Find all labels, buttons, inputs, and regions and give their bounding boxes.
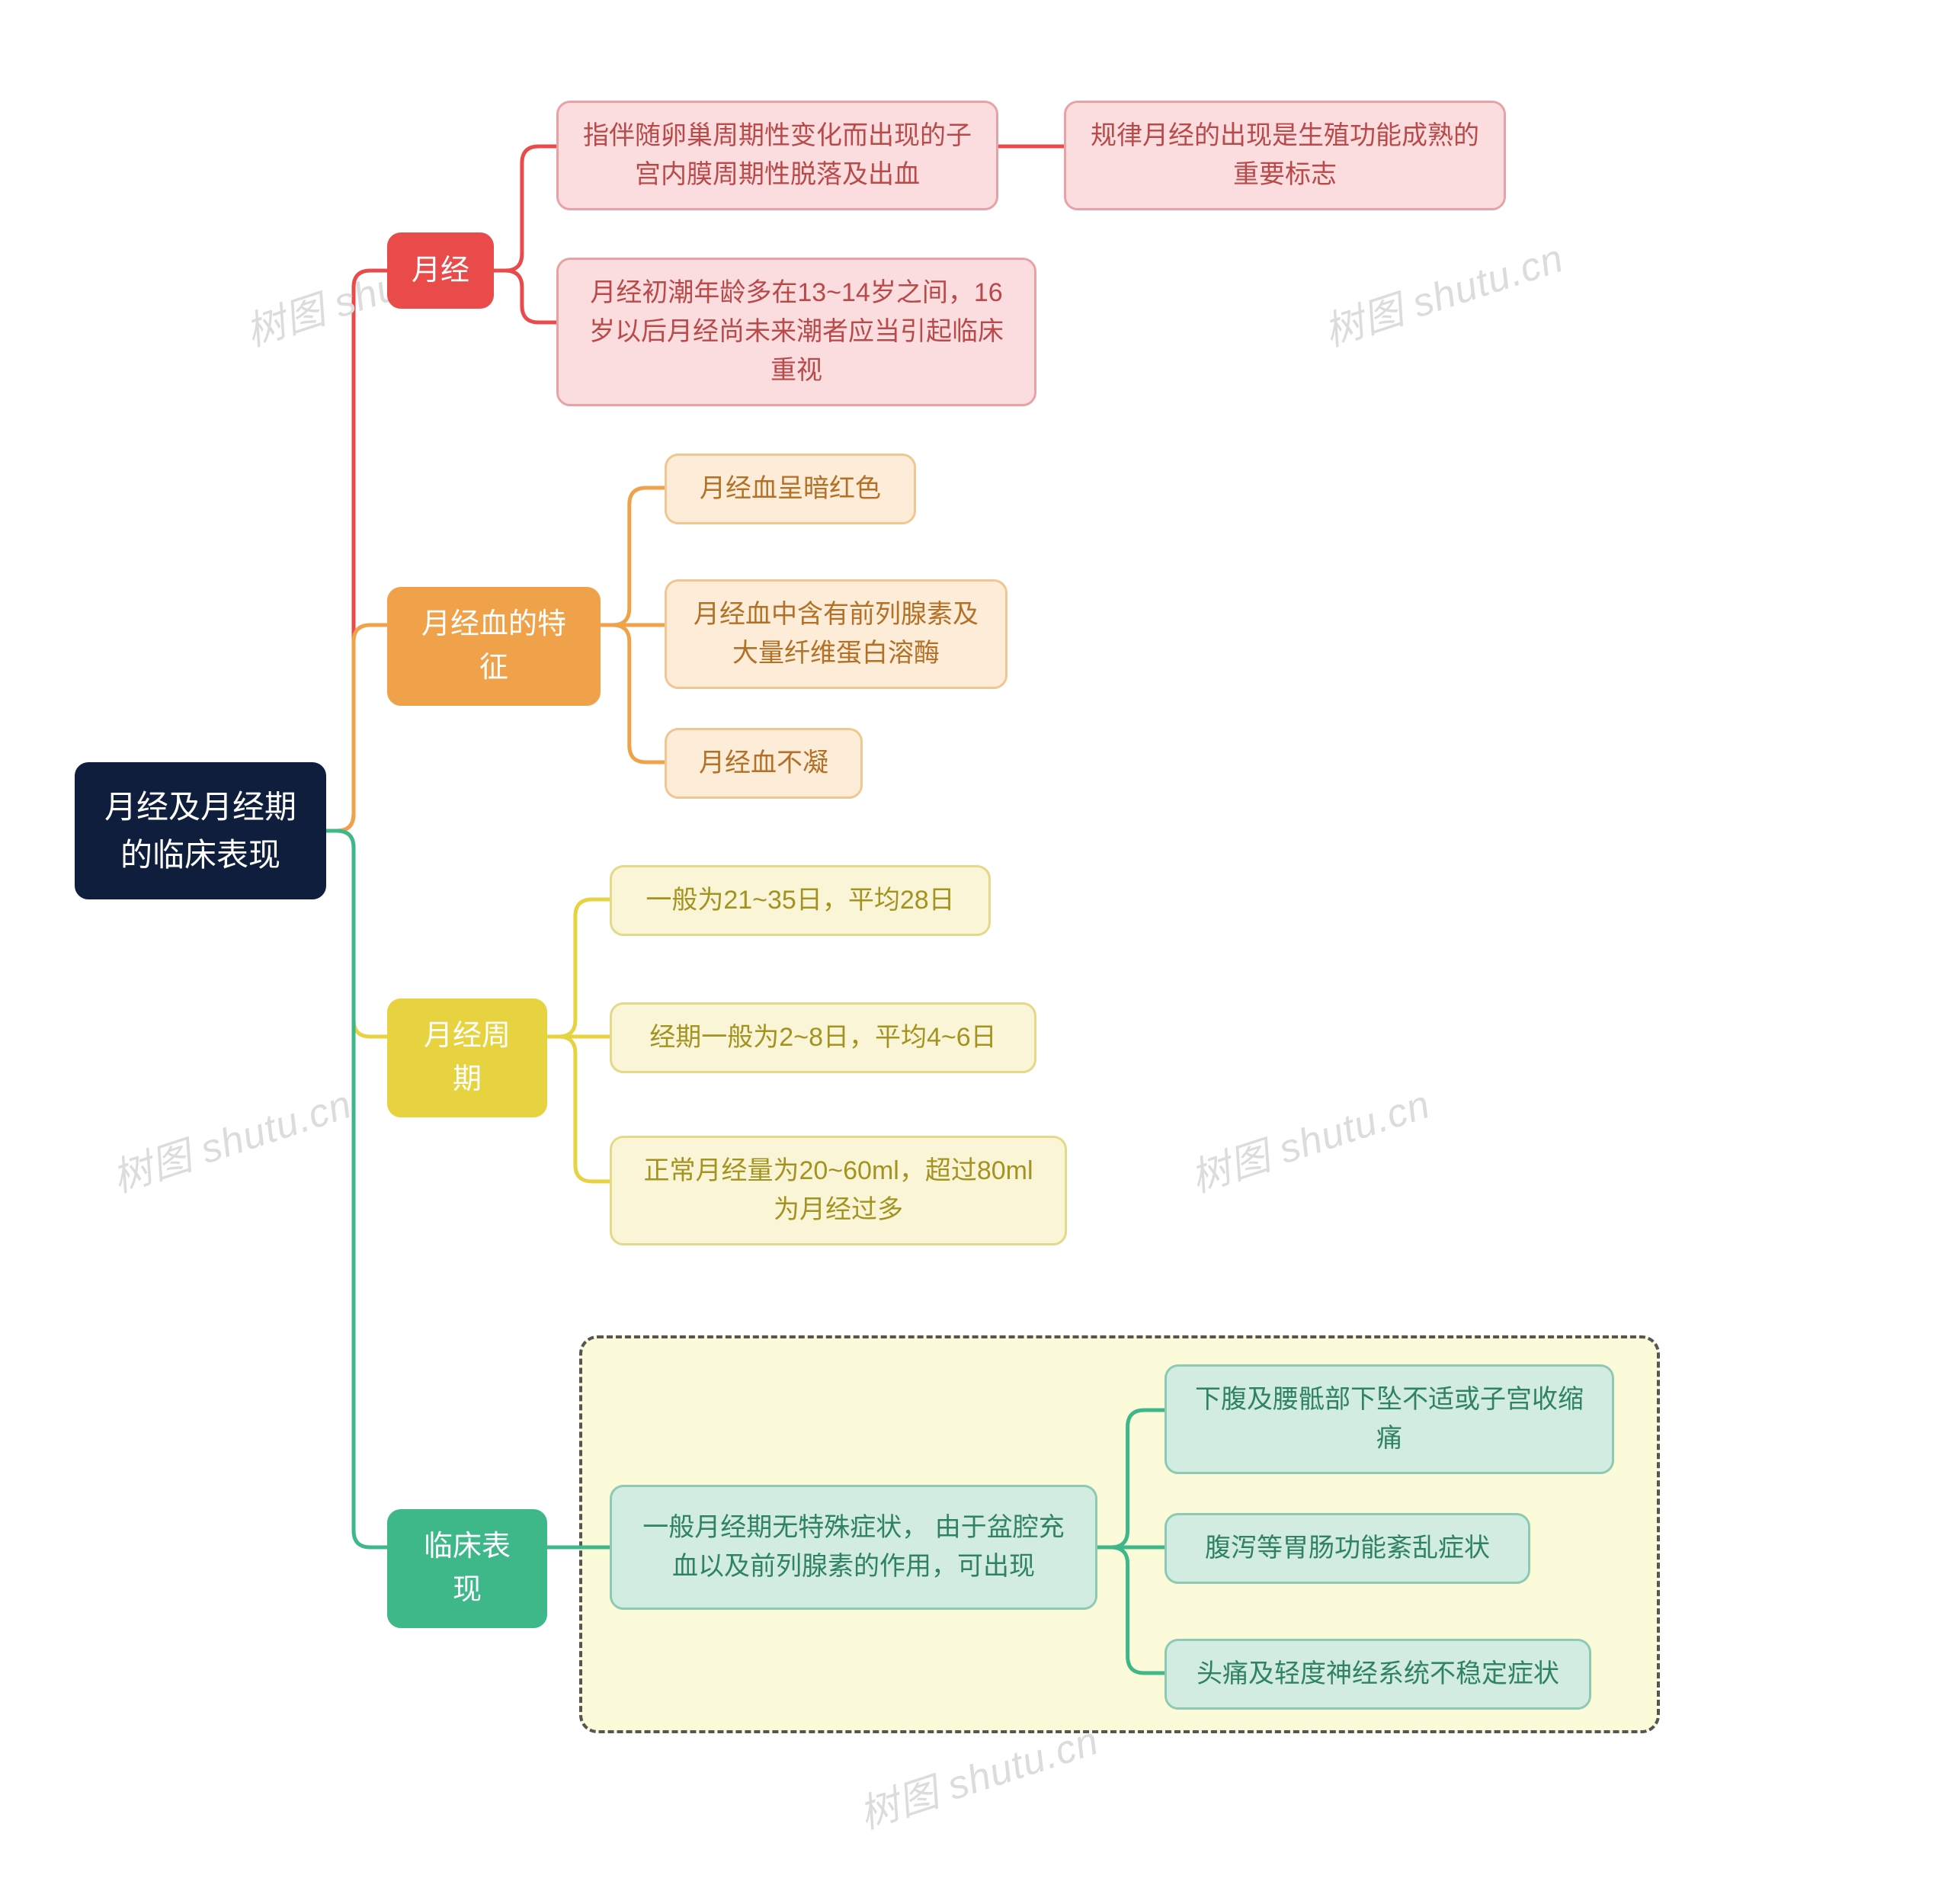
leaf-node: 月经血不凝 xyxy=(665,728,863,799)
leaf-node: 腹泻等胃肠功能紊乱症状 xyxy=(1165,1513,1530,1584)
leaf-node: 月经血呈暗红色 xyxy=(665,454,916,524)
leaf-node: 月经初潮年龄多在13~14岁之间，16岁以后月经尚未来潮者应当引起临床重视 xyxy=(556,258,1036,406)
branch-node: 月经血的特征 xyxy=(387,587,601,706)
branch-node: 月经 xyxy=(387,232,494,309)
branch-node: 临床表现 xyxy=(387,1509,547,1628)
leaf-node: 下腹及腰骶部下坠不适或子宫收缩痛 xyxy=(1165,1364,1614,1474)
leaf-node: 一般月经期无特殊症状， 由于盆腔充血以及前列腺素的作用，可出现 xyxy=(610,1485,1097,1610)
root-node: 月经及月经期的临床表现 xyxy=(75,762,326,899)
leaf-node: 规律月经的出现是生殖功能成熟的重要标志 xyxy=(1064,101,1506,210)
watermark: 树图 shutu.cn xyxy=(1182,1072,1436,1203)
leaf-node: 月经血中含有前列腺素及大量纤维蛋白溶酶 xyxy=(665,579,1008,689)
leaf-node: 正常月经量为20~60ml，超过80ml为月经过多 xyxy=(610,1136,1067,1245)
leaf-node: 一般为21~35日，平均28日 xyxy=(610,865,991,936)
leaf-node: 头痛及轻度神经系统不稳定症状 xyxy=(1165,1639,1591,1710)
watermark: 树图 shutu.cn xyxy=(104,1072,357,1203)
watermark: 树图 shutu.cn xyxy=(1315,226,1569,357)
branch-node: 月经周期 xyxy=(387,998,547,1117)
leaf-node: 指伴随卵巢周期性变化而出现的子宫内膜周期性脱落及出血 xyxy=(556,101,998,210)
mindmap-canvas: 树图 shutu.cn树图 shutu.cn树图 shutu.cn树图 shut… xyxy=(0,0,1951,1904)
leaf-node: 经期一般为2~8日，平均4~6日 xyxy=(610,1002,1036,1073)
